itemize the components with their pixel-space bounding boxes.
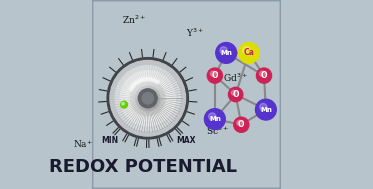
Text: Gd$^{3+}$: Gd$^{3+}$ bbox=[223, 72, 248, 84]
Text: Zn$^{2+}$: Zn$^{2+}$ bbox=[122, 14, 146, 26]
Text: REDOX POTENTIAL: REDOX POTENTIAL bbox=[49, 158, 237, 176]
Circle shape bbox=[204, 109, 225, 129]
Circle shape bbox=[256, 68, 272, 83]
Circle shape bbox=[107, 58, 188, 139]
Circle shape bbox=[142, 93, 153, 104]
Text: O: O bbox=[211, 71, 218, 80]
Circle shape bbox=[260, 71, 265, 76]
Circle shape bbox=[207, 68, 222, 83]
Circle shape bbox=[220, 47, 227, 54]
Circle shape bbox=[138, 89, 157, 108]
Text: Ca: Ca bbox=[244, 48, 254, 57]
Circle shape bbox=[110, 60, 185, 136]
Circle shape bbox=[242, 47, 250, 54]
Circle shape bbox=[125, 76, 170, 121]
Text: Mn: Mn bbox=[209, 116, 221, 122]
Circle shape bbox=[131, 81, 165, 115]
Circle shape bbox=[234, 117, 249, 132]
Text: O: O bbox=[238, 120, 245, 129]
Circle shape bbox=[120, 101, 128, 108]
Circle shape bbox=[146, 96, 150, 100]
Circle shape bbox=[115, 66, 181, 131]
Text: O: O bbox=[261, 71, 267, 80]
Circle shape bbox=[256, 99, 276, 120]
FancyBboxPatch shape bbox=[92, 0, 281, 189]
Circle shape bbox=[238, 43, 259, 63]
Circle shape bbox=[210, 71, 216, 76]
Circle shape bbox=[136, 86, 160, 110]
Text: Mn: Mn bbox=[260, 107, 272, 113]
Text: Y$^{3+}$: Y$^{3+}$ bbox=[185, 27, 204, 39]
Text: MIN: MIN bbox=[101, 136, 118, 146]
Circle shape bbox=[122, 102, 125, 105]
Circle shape bbox=[260, 103, 267, 111]
Circle shape bbox=[120, 71, 175, 126]
Text: Sc$^{3+}$: Sc$^{3+}$ bbox=[206, 125, 229, 137]
Circle shape bbox=[237, 120, 242, 125]
Text: Na$^{+}$: Na$^{+}$ bbox=[73, 139, 93, 150]
Circle shape bbox=[209, 113, 216, 120]
Text: Ca$^{2+}$: Ca$^{2+}$ bbox=[0, 188, 1, 189]
Text: Mn: Mn bbox=[220, 50, 232, 56]
Circle shape bbox=[228, 87, 243, 102]
Circle shape bbox=[231, 90, 236, 95]
Circle shape bbox=[216, 43, 236, 63]
Text: MAX: MAX bbox=[176, 136, 196, 146]
Text: O: O bbox=[232, 90, 239, 99]
Text: Sr$^{2+}$: Sr$^{2+}$ bbox=[0, 188, 1, 189]
Circle shape bbox=[141, 91, 155, 105]
